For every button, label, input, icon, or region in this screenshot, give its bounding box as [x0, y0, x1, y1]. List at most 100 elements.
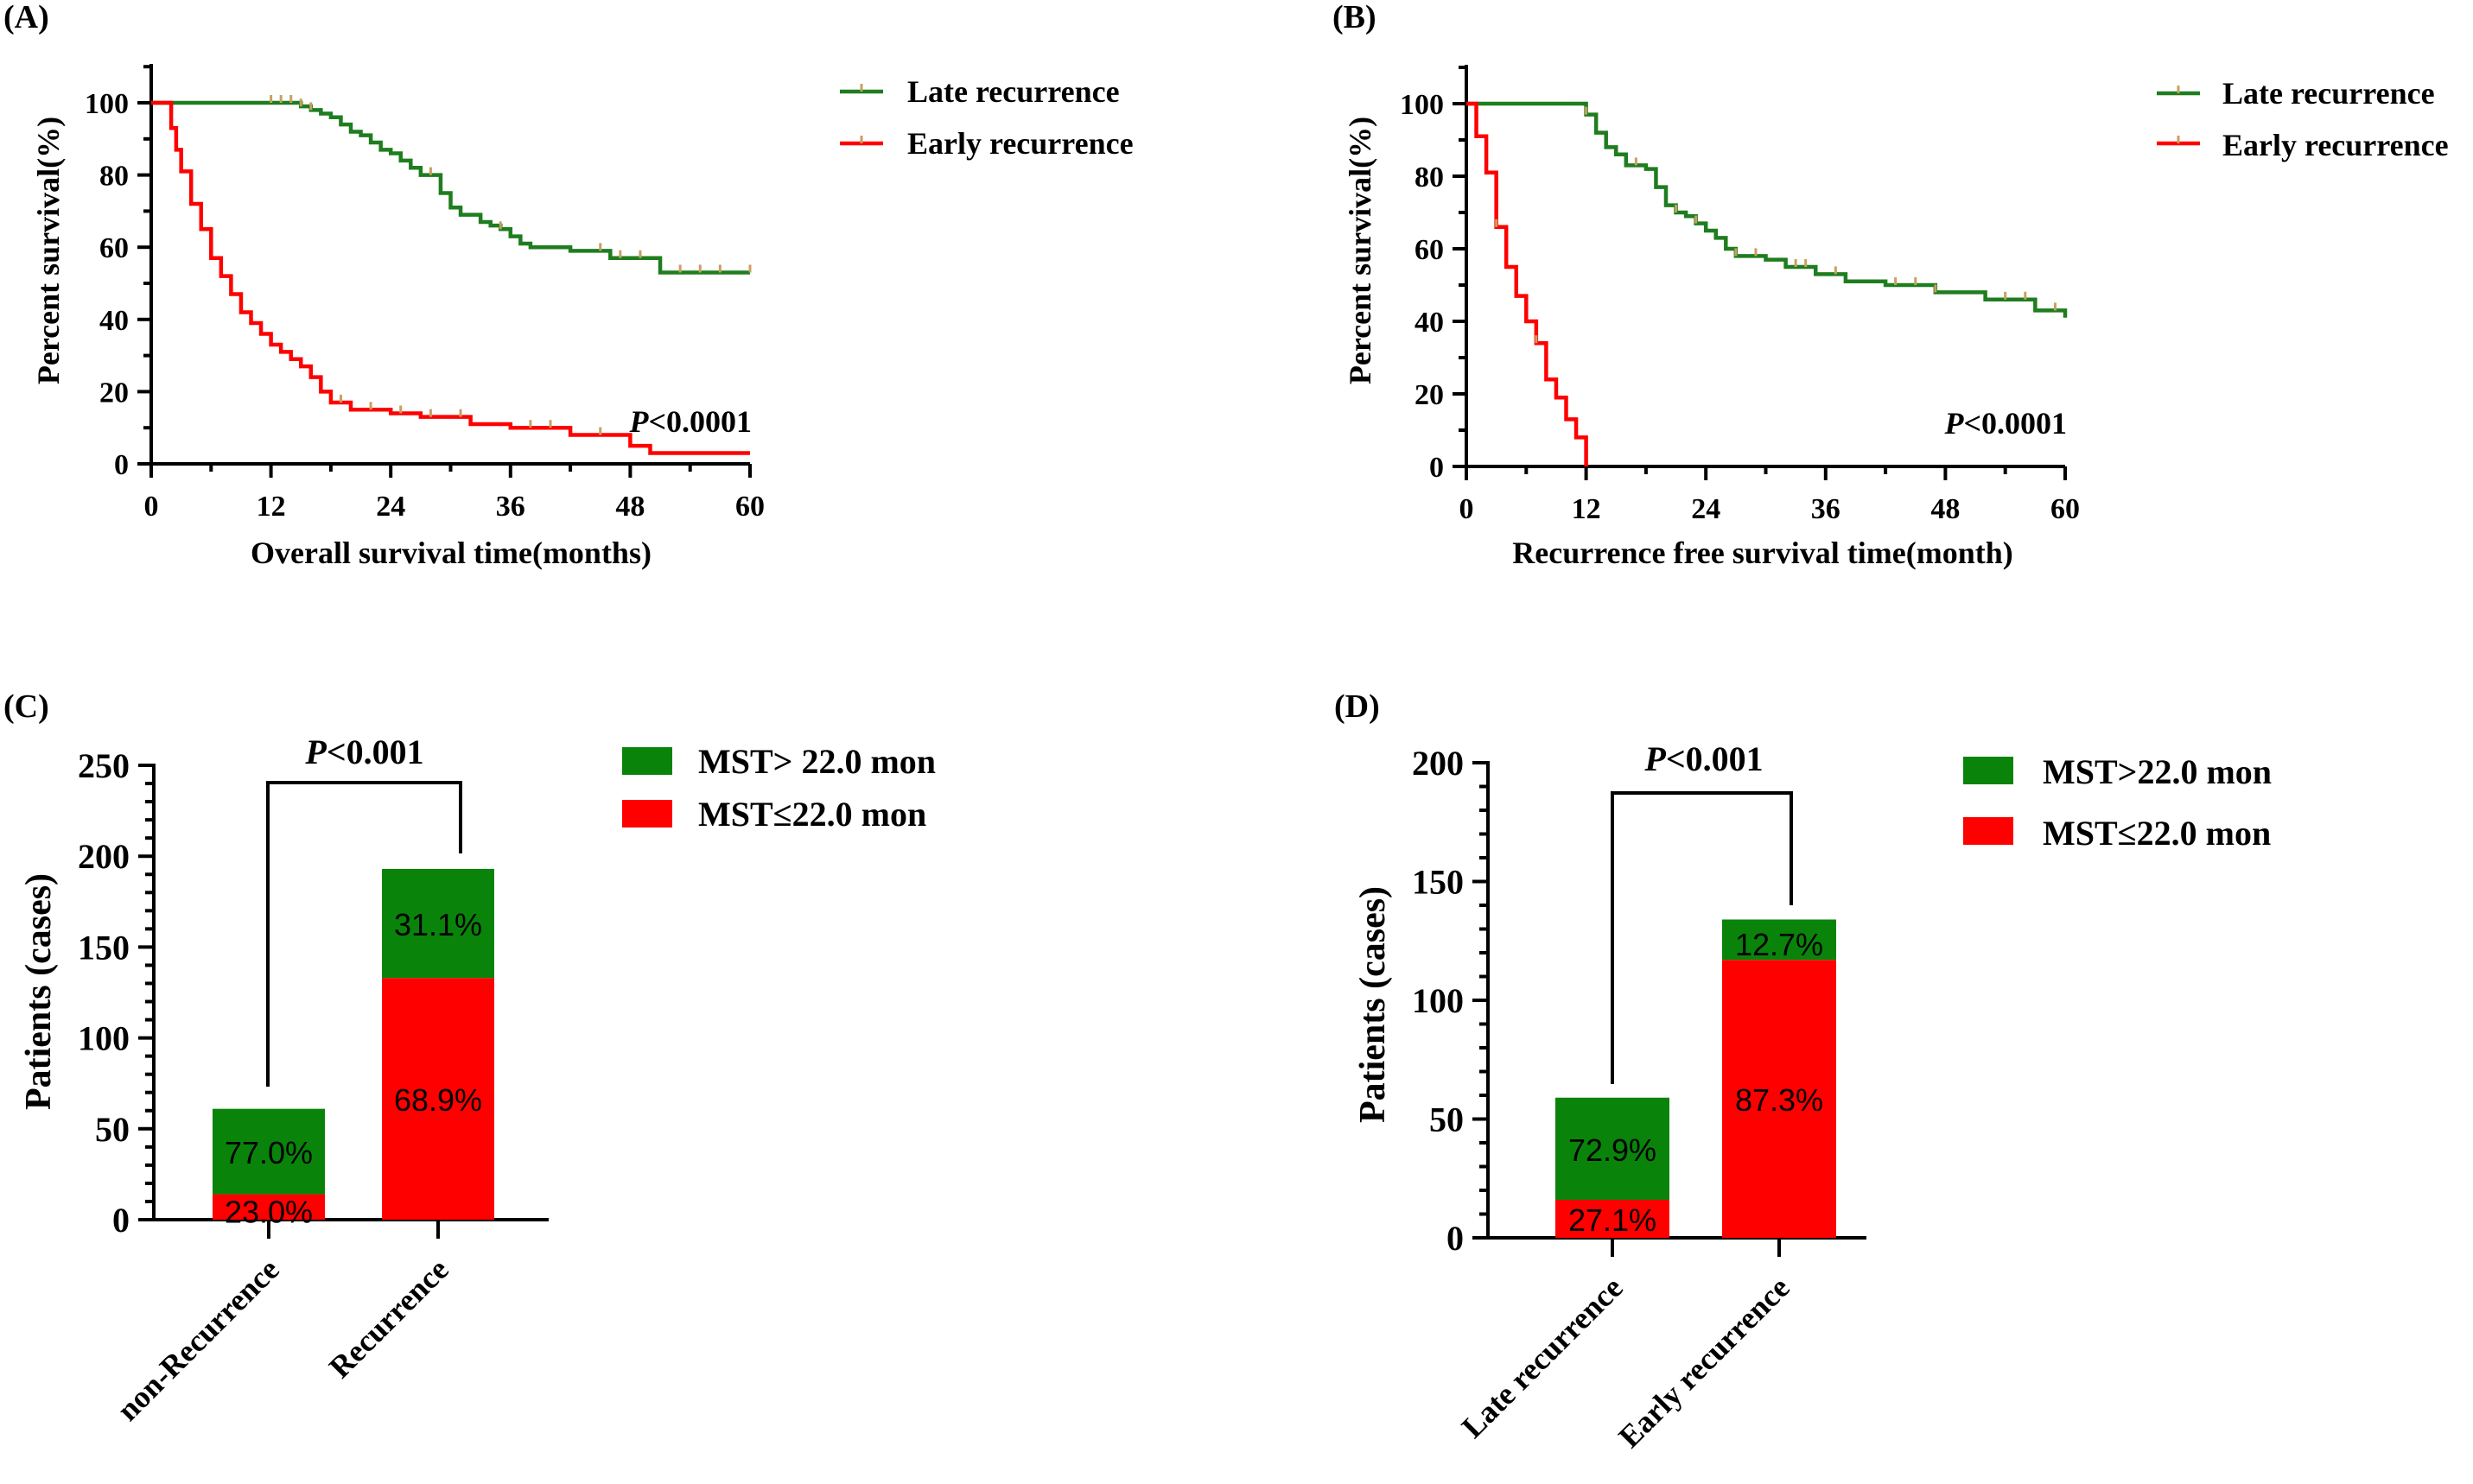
y-tick-label: 80	[1415, 162, 1444, 193]
y-tick-label: 60	[99, 232, 129, 264]
bar-data-label: 31.1%	[394, 907, 482, 942]
panel-a-label: (A)	[3, 0, 49, 35]
panel-c: (C) Patients (cases) 05010015020025023.0…	[3, 688, 936, 1428]
y-tick-label: 100	[78, 1019, 130, 1058]
legend-d-red-label: MST≤22.0 mon	[2043, 814, 2271, 853]
panel-b-plot: 0 20 40 60 80 100 0 12 24 36 48 60	[1400, 65, 2080, 525]
x-tick-label: 48	[615, 491, 645, 523]
x-tick-label: 24	[376, 491, 405, 523]
bar-segment-red	[1722, 960, 1836, 1238]
legend-b-early-label: Early recurrence	[2222, 128, 2449, 162]
x-tick-label: 36	[1811, 493, 1840, 525]
y-tick-label: 50	[95, 1110, 130, 1149]
bar-segment-red	[1555, 1200, 1669, 1238]
x-tick-label: 60	[2050, 493, 2080, 525]
panel-d-label: (D)	[1334, 688, 1380, 725]
bar-data-label: 12.7%	[1735, 927, 1823, 962]
panel-c-plot: 05010015020025023.0%77.0%non-Recurrence6…	[78, 746, 549, 1428]
panel-a: (A) Percent survival(%) Overall survival…	[3, 0, 1134, 570]
y-tick-label: 200	[78, 837, 130, 876]
y-tick-label: 150	[78, 928, 130, 967]
x-tick-label: 60	[735, 491, 765, 523]
y-tick-label: 200	[1412, 744, 1464, 783]
legend-b-late-label: Late recurrence	[2222, 76, 2435, 111]
y-tick-label: 20	[99, 377, 129, 409]
panel-d: (D) Patients (cases) 0 50 100 150 200 27.1% 72…	[1334, 688, 2272, 1455]
bar-data-label: 77.0%	[225, 1135, 313, 1170]
panel-a-xlabel: Overall survival time(months)	[251, 536, 652, 570]
bar-segment-red	[382, 978, 494, 1220]
panel-d-legend: MST>22.0 mon MST≤22.0 mon	[1963, 752, 2272, 853]
y-tick-label: 100	[1412, 981, 1464, 1020]
panel-a-p-italic: P	[628, 404, 649, 439]
panel-c-p-italic: P	[304, 732, 327, 771]
panel-a-legend: Late recurrence Early recurrence	[840, 74, 1134, 161]
y-tick-label: 100	[1400, 89, 1444, 121]
y-tick-label: 0	[112, 1201, 130, 1240]
panel-c-pvalue: P<0.001	[304, 732, 423, 771]
y-tick-label: 250	[78, 746, 130, 785]
y-tick-label: 40	[1415, 307, 1444, 339]
panel-d-pvalue: P<0.001	[1643, 739, 1763, 778]
y-tick-label: 20	[1415, 379, 1444, 411]
panel-d-p-rest: <0.001	[1666, 739, 1764, 778]
bar-data-label: 87.3%	[1735, 1082, 1823, 1118]
x-tick-label: 24	[1691, 493, 1720, 525]
x-tick-label: 12	[1572, 493, 1601, 525]
bar-segment-green	[382, 868, 494, 979]
x-tick-label: 48	[1930, 493, 1960, 525]
km-curve-late	[151, 100, 750, 275]
x-tick-label: 0	[1459, 493, 1474, 525]
bar-segment-green	[1555, 1097, 1669, 1200]
panel-c-p-rest: <0.001	[327, 732, 424, 771]
panel-d-plot: 0 50 100 150 200 27.1% 72.9% Late recurrence 87.…	[1412, 744, 1866, 1455]
x-tick-label: 12	[257, 491, 286, 523]
x-tick-label: 36	[496, 491, 525, 523]
legend-c-red-label: MST≤22.0 mon	[698, 795, 926, 834]
panel-d-ylabel: Patients (cases)	[1353, 886, 1393, 1123]
bar-data-label: 27.1%	[1568, 1202, 1656, 1238]
y-tick-label: 40	[99, 305, 129, 337]
x-category-label: Late recurrence	[1455, 1270, 1630, 1444]
y-tick-label: 80	[99, 161, 129, 193]
panel-a-plot: 0 20 40 60 80 100 0 12 24 36 48 60	[85, 64, 765, 523]
panel-c-legend: MST> 22.0 mon MST≤22.0 mon	[622, 742, 936, 834]
y-tick-label: 0	[114, 449, 129, 481]
x-category-label: non-Recurrence	[111, 1252, 286, 1427]
y-tick-label: 100	[85, 88, 129, 120]
legend-c-green-swatch	[622, 747, 672, 775]
km-curve-early	[1466, 101, 1588, 466]
panel-a-ylabel: Percent survival(%)	[31, 117, 66, 384]
panel-b-label: (B)	[1332, 0, 1376, 35]
panel-b-ylabel: Percent survival(%)	[1343, 117, 1377, 384]
panel-c-label: (C)	[3, 688, 49, 725]
panel-c-ylabel: Patients (cases)	[19, 873, 59, 1110]
km-curve-early	[151, 100, 750, 455]
panel-b-xlabel: Recurrence free survival time(month)	[1512, 536, 2012, 570]
panel-a-pvalue: P<0.0001	[628, 404, 752, 439]
legend-d-red-swatch	[1963, 817, 2013, 845]
legend-a-early-label: Early recurrence	[907, 126, 1134, 161]
bar-segment-green	[213, 1108, 325, 1195]
panel-d-significance-bracket	[1611, 791, 1793, 1084]
bar-data-label: 68.9%	[394, 1082, 482, 1118]
bar-segment-red	[213, 1194, 325, 1220]
bar-data-label: 72.9%	[1568, 1132, 1656, 1168]
legend-d-green-swatch	[1963, 757, 2013, 784]
legend-d-green-label: MST>22.0 mon	[2043, 752, 2272, 791]
x-tick-label: 0	[144, 491, 159, 523]
y-tick-label: 0	[1446, 1219, 1464, 1258]
y-tick-label: 150	[1412, 863, 1464, 902]
y-tick-label: 50	[1429, 1100, 1464, 1139]
bar-segment-green	[1722, 919, 1836, 961]
y-tick-label: 60	[1415, 234, 1444, 266]
x-category-label: Recurrence	[322, 1252, 455, 1385]
y-tick-label: 0	[1429, 452, 1444, 484]
panel-b-p-rest: <0.0001	[1963, 406, 2067, 441]
km-curve-late	[1466, 101, 2068, 318]
panel-b: (B) Percent survival(%) Recurrence free …	[1332, 0, 2449, 570]
panel-d-p-italic: P	[1643, 739, 1666, 778]
panel-c-significance-bracket	[266, 781, 462, 1087]
legend-c-green-label: MST> 22.0 mon	[698, 742, 936, 781]
